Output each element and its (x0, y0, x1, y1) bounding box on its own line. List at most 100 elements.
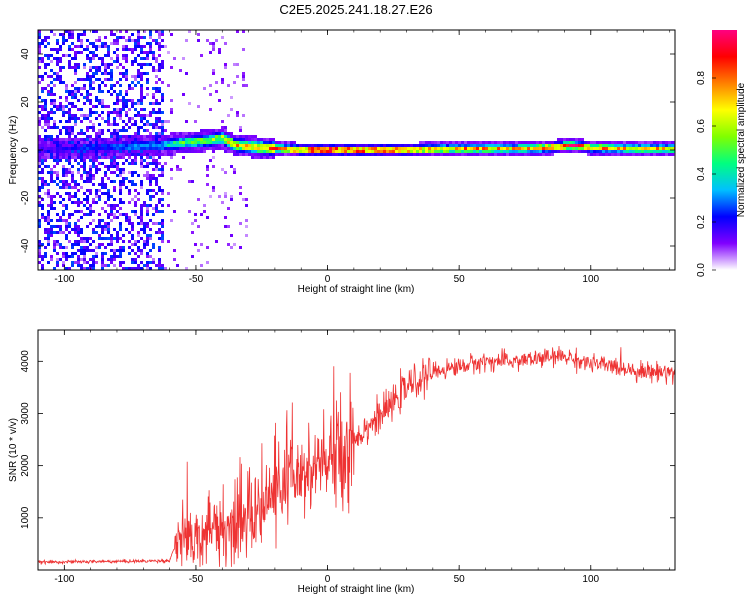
heatmap-cell (101, 192, 104, 195)
heatmap-cell (140, 48, 143, 51)
heatmap-cell (104, 165, 107, 168)
heatmap-cell (140, 219, 143, 222)
heatmap-cell (233, 63, 236, 66)
heatmap-cell (149, 198, 152, 201)
heatmap-cell (86, 126, 89, 129)
heatmap-cell (131, 174, 134, 177)
heatmap-cell (125, 60, 128, 63)
heatmap-cell (113, 123, 116, 126)
heatmap-cell (47, 63, 50, 66)
heatmap-cell (203, 204, 206, 207)
heatmap-cell (605, 144, 608, 147)
heatmap-cell (218, 141, 221, 144)
heatmap-cell (50, 147, 53, 150)
heatmap-cell (137, 249, 140, 252)
heatmap-cell (221, 141, 224, 144)
heatmap-cell (236, 135, 239, 138)
heatmap-cell (71, 36, 74, 39)
heatmap-cell (149, 174, 152, 177)
heatmap-cell (140, 204, 143, 207)
heatmap-cell (131, 51, 134, 54)
heatmap-cell (65, 237, 68, 240)
heatmap-cell (68, 129, 71, 132)
heatmap-cell (512, 150, 515, 153)
heatmap-cell (41, 87, 44, 90)
heatmap-cell (107, 114, 110, 117)
heatmap-cell (98, 39, 101, 42)
heatmap-cell (62, 204, 65, 207)
heatmap-cell (623, 144, 626, 147)
heatmap-cell (44, 219, 47, 222)
heatmap-cell (170, 135, 173, 138)
heatmap-cell (131, 225, 134, 228)
heatmap-cell (236, 150, 239, 153)
heatmap-cell (272, 150, 275, 153)
heatmap-cell (158, 147, 161, 150)
heatmap-cell (62, 33, 65, 36)
heatmap-cell (236, 30, 239, 33)
heatmap-cell (149, 132, 152, 135)
heatmap-cell (104, 171, 107, 174)
heatmap-cell (119, 153, 122, 156)
heatmap-cell (104, 69, 107, 72)
heatmap-cell (113, 186, 116, 189)
heatmap-cell (59, 228, 62, 231)
heatmap-cell (44, 246, 47, 249)
heatmap-cell (209, 144, 212, 147)
heatmap-cell (38, 96, 41, 99)
heatmap-cell (41, 198, 44, 201)
heatmap-cell (47, 126, 50, 129)
heatmap-cell (200, 132, 203, 135)
heatmap-cell (71, 126, 74, 129)
heatmap-cell (239, 150, 242, 153)
heatmap-cell (188, 102, 191, 105)
heatmap-cell (98, 138, 101, 141)
heatmap-cell (110, 171, 113, 174)
heatmap-cell (104, 78, 107, 81)
heatmap-cell (83, 153, 86, 156)
heatmap-cell (320, 153, 323, 156)
heatmap-cell (95, 111, 98, 114)
heatmap-cell (194, 135, 197, 138)
heatmap-cell (107, 129, 110, 132)
heatmap-cell (581, 141, 584, 144)
heatmap-cell (80, 240, 83, 243)
heatmap-cell (143, 72, 146, 75)
heatmap-cell (500, 144, 503, 147)
heatmap-cell (170, 66, 173, 69)
heatmap-cell (428, 147, 431, 150)
heatmap-cell (146, 174, 149, 177)
heatmap-cell (227, 132, 230, 135)
heatmap-cell (218, 138, 221, 141)
heatmap-cell (215, 147, 218, 150)
heatmap-cell (263, 138, 266, 141)
heatmap-cell (146, 87, 149, 90)
heatmap-cell (44, 39, 47, 42)
heatmap-cell (443, 153, 446, 156)
heatmap-cell (461, 147, 464, 150)
heatmap-cell (659, 150, 662, 153)
heatmap-cell (668, 144, 671, 147)
heatmap-cell (98, 243, 101, 246)
heatmap-cell (212, 69, 215, 72)
heatmap-cell (188, 141, 191, 144)
heatmap-cell (464, 150, 467, 153)
heatmap-cell (161, 210, 164, 213)
heatmap-cell (464, 144, 467, 147)
heatmap-cell (92, 123, 95, 126)
heatmap-cell (68, 147, 71, 150)
heatmap-cell (119, 138, 122, 141)
heatmap-cell (101, 138, 104, 141)
heatmap-cell (95, 231, 98, 234)
heatmap-cell (155, 60, 158, 63)
heatmap-cell (86, 57, 89, 60)
heatmap-cell (236, 138, 239, 141)
heatmap-cell (206, 261, 209, 264)
heatmap-cell (476, 147, 479, 150)
heatmap-cell (275, 144, 278, 147)
heatmap-cell (341, 150, 344, 153)
heatmap-cell (158, 66, 161, 69)
heatmap-cell (92, 129, 95, 132)
heatmap-cell (236, 141, 239, 144)
heatmap-cell (83, 192, 86, 195)
